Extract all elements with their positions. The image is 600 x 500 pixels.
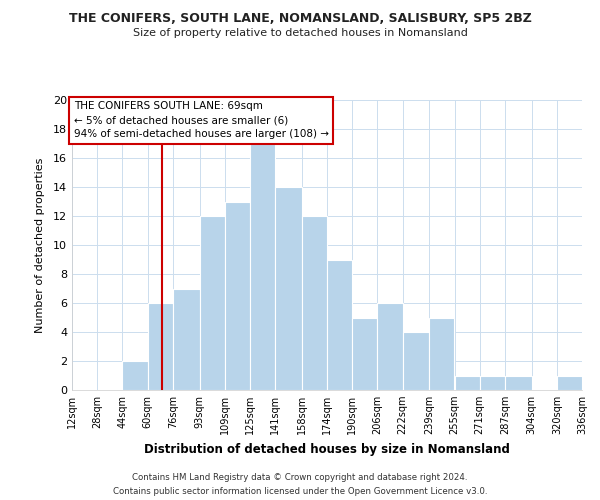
Bar — [275, 187, 302, 390]
Bar — [403, 332, 430, 390]
Text: Size of property relative to detached houses in Nomansland: Size of property relative to detached ho… — [133, 28, 467, 38]
Bar — [430, 318, 455, 390]
Bar — [302, 216, 327, 390]
Bar — [557, 376, 582, 390]
Bar — [327, 260, 352, 390]
Bar — [173, 288, 199, 390]
Bar — [224, 202, 250, 390]
Text: THE CONIFERS, SOUTH LANE, NOMANSLAND, SALISBURY, SP5 2BZ: THE CONIFERS, SOUTH LANE, NOMANSLAND, SA… — [68, 12, 532, 26]
Bar — [455, 376, 479, 390]
Text: Contains HM Land Registry data © Crown copyright and database right 2024.: Contains HM Land Registry data © Crown c… — [132, 473, 468, 482]
Bar — [250, 144, 275, 390]
Y-axis label: Number of detached properties: Number of detached properties — [35, 158, 44, 332]
Bar — [352, 318, 377, 390]
Bar — [479, 376, 505, 390]
Bar — [199, 216, 224, 390]
Bar — [505, 376, 532, 390]
Bar — [122, 361, 148, 390]
X-axis label: Distribution of detached houses by size in Nomansland: Distribution of detached houses by size … — [144, 442, 510, 456]
Text: THE CONIFERS SOUTH LANE: 69sqm
← 5% of detached houses are smaller (6)
94% of se: THE CONIFERS SOUTH LANE: 69sqm ← 5% of d… — [74, 102, 329, 140]
Bar — [377, 303, 403, 390]
Bar — [148, 303, 173, 390]
Text: Contains public sector information licensed under the Open Government Licence v3: Contains public sector information licen… — [113, 486, 487, 496]
